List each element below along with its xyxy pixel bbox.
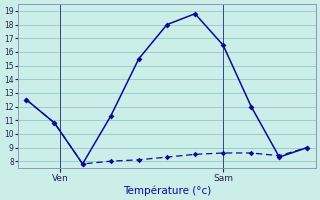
X-axis label: Température (°c): Température (°c) [123,185,211,196]
